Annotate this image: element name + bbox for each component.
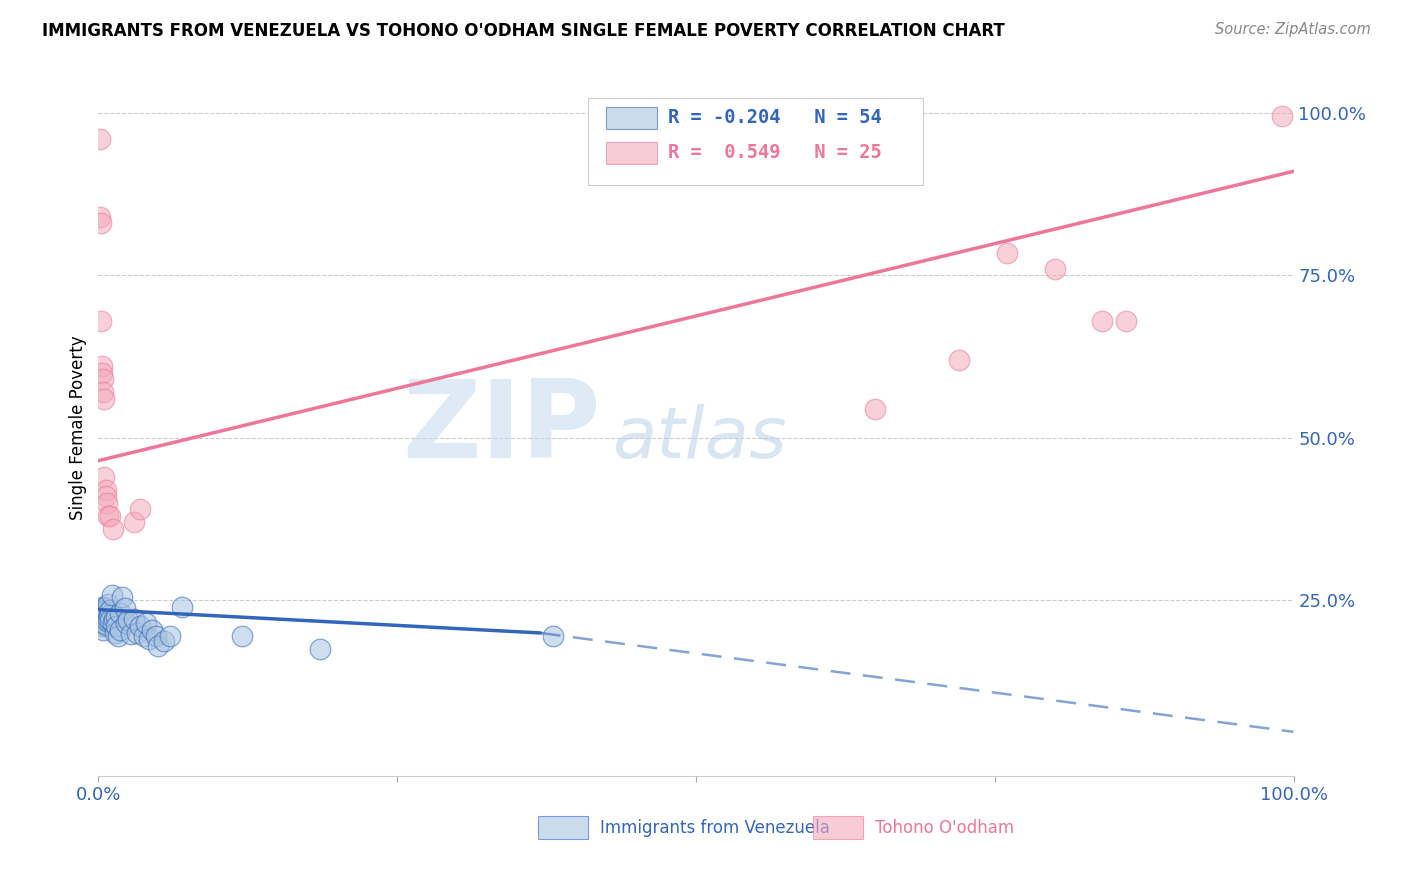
Point xyxy=(93,616,115,631)
Point xyxy=(91,609,114,624)
Point xyxy=(93,607,115,622)
Point xyxy=(105,619,128,633)
Point xyxy=(1271,109,1294,123)
Point xyxy=(94,483,117,497)
Point xyxy=(101,616,124,631)
Point xyxy=(995,245,1018,260)
Point xyxy=(865,401,887,416)
Point xyxy=(90,613,112,627)
Point xyxy=(93,601,115,615)
Point xyxy=(98,603,122,617)
Point xyxy=(98,613,122,627)
Point xyxy=(308,642,330,657)
Point xyxy=(91,615,114,629)
Point xyxy=(141,623,163,637)
Y-axis label: Single Female Poverty: Single Female Poverty xyxy=(69,336,87,520)
Point xyxy=(114,601,136,615)
FancyBboxPatch shape xyxy=(813,816,863,838)
FancyBboxPatch shape xyxy=(538,816,589,838)
Point xyxy=(97,597,120,611)
FancyBboxPatch shape xyxy=(606,142,657,164)
Point xyxy=(89,132,111,146)
Point xyxy=(231,629,253,643)
Point xyxy=(129,502,152,516)
Point xyxy=(97,508,120,523)
Point xyxy=(101,522,124,536)
Text: IMMIGRANTS FROM VENEZUELA VS TOHONO O'ODHAM SINGLE FEMALE POVERTY CORRELATION CH: IMMIGRANTS FROM VENEZUELA VS TOHONO O'OD… xyxy=(42,22,1005,40)
Point xyxy=(129,619,152,633)
Point xyxy=(96,615,118,629)
Point xyxy=(148,639,170,653)
Point xyxy=(93,392,115,406)
Point xyxy=(90,607,112,621)
FancyBboxPatch shape xyxy=(589,98,922,185)
Point xyxy=(541,629,564,643)
Point xyxy=(89,210,111,224)
Point xyxy=(91,619,114,633)
Text: R = -0.204   N = 54: R = -0.204 N = 54 xyxy=(668,108,882,128)
Point xyxy=(98,508,122,523)
Point xyxy=(108,623,131,637)
Point xyxy=(172,599,194,614)
Point xyxy=(153,633,176,648)
Point xyxy=(1091,314,1114,328)
Point xyxy=(105,609,128,624)
Text: Tohono O'odham: Tohono O'odham xyxy=(876,819,1014,837)
Point xyxy=(90,616,112,631)
Point xyxy=(91,366,114,380)
Text: Immigrants from Venezuela: Immigrants from Venezuela xyxy=(600,819,830,837)
Text: atlas: atlas xyxy=(613,404,787,473)
Point xyxy=(145,629,167,643)
Point xyxy=(159,629,181,643)
Point xyxy=(97,612,120,626)
Point xyxy=(1115,314,1137,328)
Point xyxy=(91,372,114,386)
Point xyxy=(111,591,134,605)
Point xyxy=(94,490,117,504)
Point xyxy=(91,359,114,374)
Point xyxy=(115,616,138,631)
Point xyxy=(103,612,125,626)
Point xyxy=(124,612,146,626)
Text: ZIP: ZIP xyxy=(402,376,600,481)
Point xyxy=(100,588,122,602)
Point xyxy=(135,616,157,631)
Point xyxy=(89,603,111,617)
Point xyxy=(138,632,160,647)
Point xyxy=(90,314,112,328)
Point xyxy=(120,627,142,641)
Point xyxy=(98,607,121,622)
Point xyxy=(94,618,117,632)
Text: Source: ZipAtlas.com: Source: ZipAtlas.com xyxy=(1215,22,1371,37)
Point xyxy=(91,599,114,614)
Point xyxy=(96,496,118,510)
Point xyxy=(90,216,112,230)
Text: R =  0.549   N = 25: R = 0.549 N = 25 xyxy=(668,143,882,162)
Point xyxy=(94,603,117,617)
Point xyxy=(124,516,146,530)
Point xyxy=(104,626,127,640)
Point xyxy=(132,629,155,643)
Point xyxy=(89,607,111,622)
Point xyxy=(948,352,970,367)
Point xyxy=(108,607,131,621)
Point xyxy=(91,612,114,626)
Point xyxy=(93,470,115,484)
FancyBboxPatch shape xyxy=(606,107,657,129)
Point xyxy=(107,629,129,643)
Point xyxy=(91,605,114,619)
Point xyxy=(94,613,117,627)
Point xyxy=(96,607,118,621)
Point xyxy=(125,626,148,640)
Point xyxy=(91,623,114,637)
Point xyxy=(1043,261,1066,276)
Point xyxy=(91,385,114,400)
Point xyxy=(117,613,139,627)
